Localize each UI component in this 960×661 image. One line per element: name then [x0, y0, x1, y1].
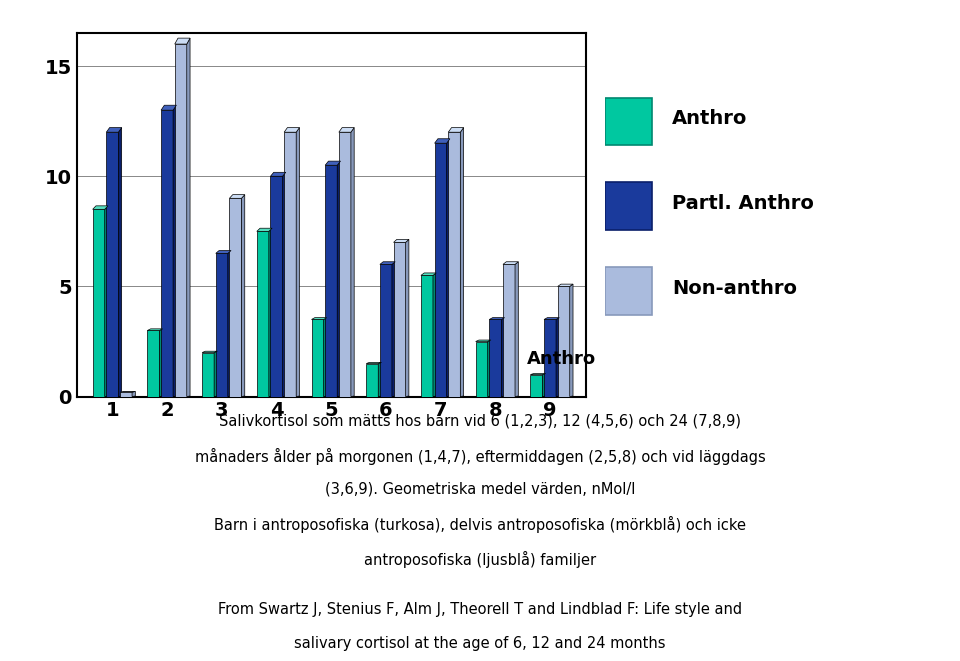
Polygon shape	[118, 128, 122, 397]
Polygon shape	[569, 284, 573, 397]
Polygon shape	[448, 128, 464, 132]
Polygon shape	[173, 105, 177, 397]
FancyBboxPatch shape	[605, 182, 652, 230]
Polygon shape	[503, 264, 515, 397]
Polygon shape	[392, 262, 396, 397]
FancyBboxPatch shape	[605, 98, 652, 145]
Text: Partl. Anthro: Partl. Anthro	[672, 194, 814, 213]
Polygon shape	[107, 128, 122, 132]
Polygon shape	[93, 206, 108, 210]
Text: Salivkortisol som mätts hos barn vid 6 (1,2,3), 12 (4,5,6) och 24 (7,8,9): Salivkortisol som mätts hos barn vid 6 (…	[219, 413, 741, 428]
Text: Anthro: Anthro	[672, 110, 748, 128]
Polygon shape	[515, 262, 518, 397]
Polygon shape	[107, 132, 118, 397]
Polygon shape	[351, 128, 354, 397]
Polygon shape	[311, 318, 326, 319]
Text: Barn i antroposofiska (turkosa), delvis antroposofiska (mörkblå) och icke: Barn i antroposofiska (turkosa), delvis …	[214, 516, 746, 533]
Polygon shape	[229, 198, 242, 397]
Polygon shape	[271, 173, 286, 176]
Polygon shape	[229, 194, 245, 198]
Polygon shape	[284, 132, 297, 397]
Polygon shape	[503, 262, 518, 264]
Polygon shape	[420, 273, 436, 276]
Polygon shape	[228, 251, 231, 397]
Text: salivary cortisol at the age of 6, 12 and 24 months: salivary cortisol at the age of 6, 12 an…	[295, 636, 665, 651]
Polygon shape	[380, 262, 396, 264]
Polygon shape	[216, 251, 231, 253]
Text: månaders ålder på morgonen (1,4,7), eftermiddagen (2,5,8) och vid läggdags: månaders ålder på morgonen (1,4,7), efte…	[195, 447, 765, 465]
Polygon shape	[448, 132, 460, 397]
Polygon shape	[380, 264, 392, 397]
Polygon shape	[530, 375, 542, 397]
Polygon shape	[159, 329, 162, 397]
Polygon shape	[297, 128, 300, 397]
Polygon shape	[366, 362, 381, 364]
Polygon shape	[120, 392, 132, 397]
Polygon shape	[544, 319, 556, 397]
Polygon shape	[105, 206, 108, 397]
Polygon shape	[394, 239, 409, 243]
Polygon shape	[433, 273, 436, 397]
Polygon shape	[256, 231, 269, 397]
Polygon shape	[558, 286, 569, 397]
Polygon shape	[420, 276, 433, 397]
Polygon shape	[475, 342, 488, 397]
Polygon shape	[530, 373, 545, 375]
Polygon shape	[324, 318, 326, 397]
Polygon shape	[339, 128, 354, 132]
Polygon shape	[406, 239, 409, 397]
Polygon shape	[435, 139, 450, 143]
Polygon shape	[148, 330, 159, 397]
Polygon shape	[542, 373, 545, 397]
Polygon shape	[187, 38, 190, 397]
Polygon shape	[460, 128, 464, 397]
Polygon shape	[366, 364, 378, 397]
Polygon shape	[161, 110, 173, 397]
Polygon shape	[544, 318, 560, 319]
Text: From Swartz J, Stenius F, Alm J, Theorell T and Lindblad F: Life style and: From Swartz J, Stenius F, Alm J, Theorel…	[218, 602, 742, 617]
Polygon shape	[558, 284, 573, 286]
Polygon shape	[256, 228, 272, 231]
Polygon shape	[337, 161, 341, 397]
Polygon shape	[556, 318, 560, 397]
Polygon shape	[203, 351, 217, 352]
Polygon shape	[284, 128, 300, 132]
Polygon shape	[148, 329, 162, 330]
Text: Non-anthro: Non-anthro	[672, 279, 797, 297]
Polygon shape	[132, 391, 135, 397]
Polygon shape	[394, 243, 406, 397]
Polygon shape	[93, 210, 105, 397]
Polygon shape	[446, 139, 450, 397]
Text: (3,6,9). Geometriska medel värden, nMol/l: (3,6,9). Geometriska medel värden, nMol/…	[324, 482, 636, 497]
Polygon shape	[435, 143, 446, 397]
Polygon shape	[216, 253, 228, 397]
FancyBboxPatch shape	[605, 267, 652, 315]
Polygon shape	[175, 44, 187, 397]
Polygon shape	[161, 105, 177, 110]
Polygon shape	[339, 132, 351, 397]
Polygon shape	[501, 318, 505, 397]
Polygon shape	[282, 173, 286, 397]
Polygon shape	[490, 318, 505, 319]
Polygon shape	[325, 161, 341, 165]
Polygon shape	[214, 351, 217, 397]
Polygon shape	[242, 194, 245, 397]
Polygon shape	[378, 362, 381, 397]
Text: antroposofiska (ljusblå) familjer: antroposofiska (ljusblå) familjer	[364, 551, 596, 568]
Polygon shape	[203, 352, 214, 397]
Polygon shape	[311, 319, 324, 397]
Polygon shape	[325, 165, 337, 397]
Polygon shape	[271, 176, 282, 397]
Polygon shape	[120, 391, 135, 392]
Polygon shape	[475, 340, 491, 342]
Text: Anthro: Anthro	[527, 350, 596, 368]
Polygon shape	[175, 38, 190, 44]
Polygon shape	[488, 340, 491, 397]
Polygon shape	[490, 319, 501, 397]
Polygon shape	[269, 228, 272, 397]
